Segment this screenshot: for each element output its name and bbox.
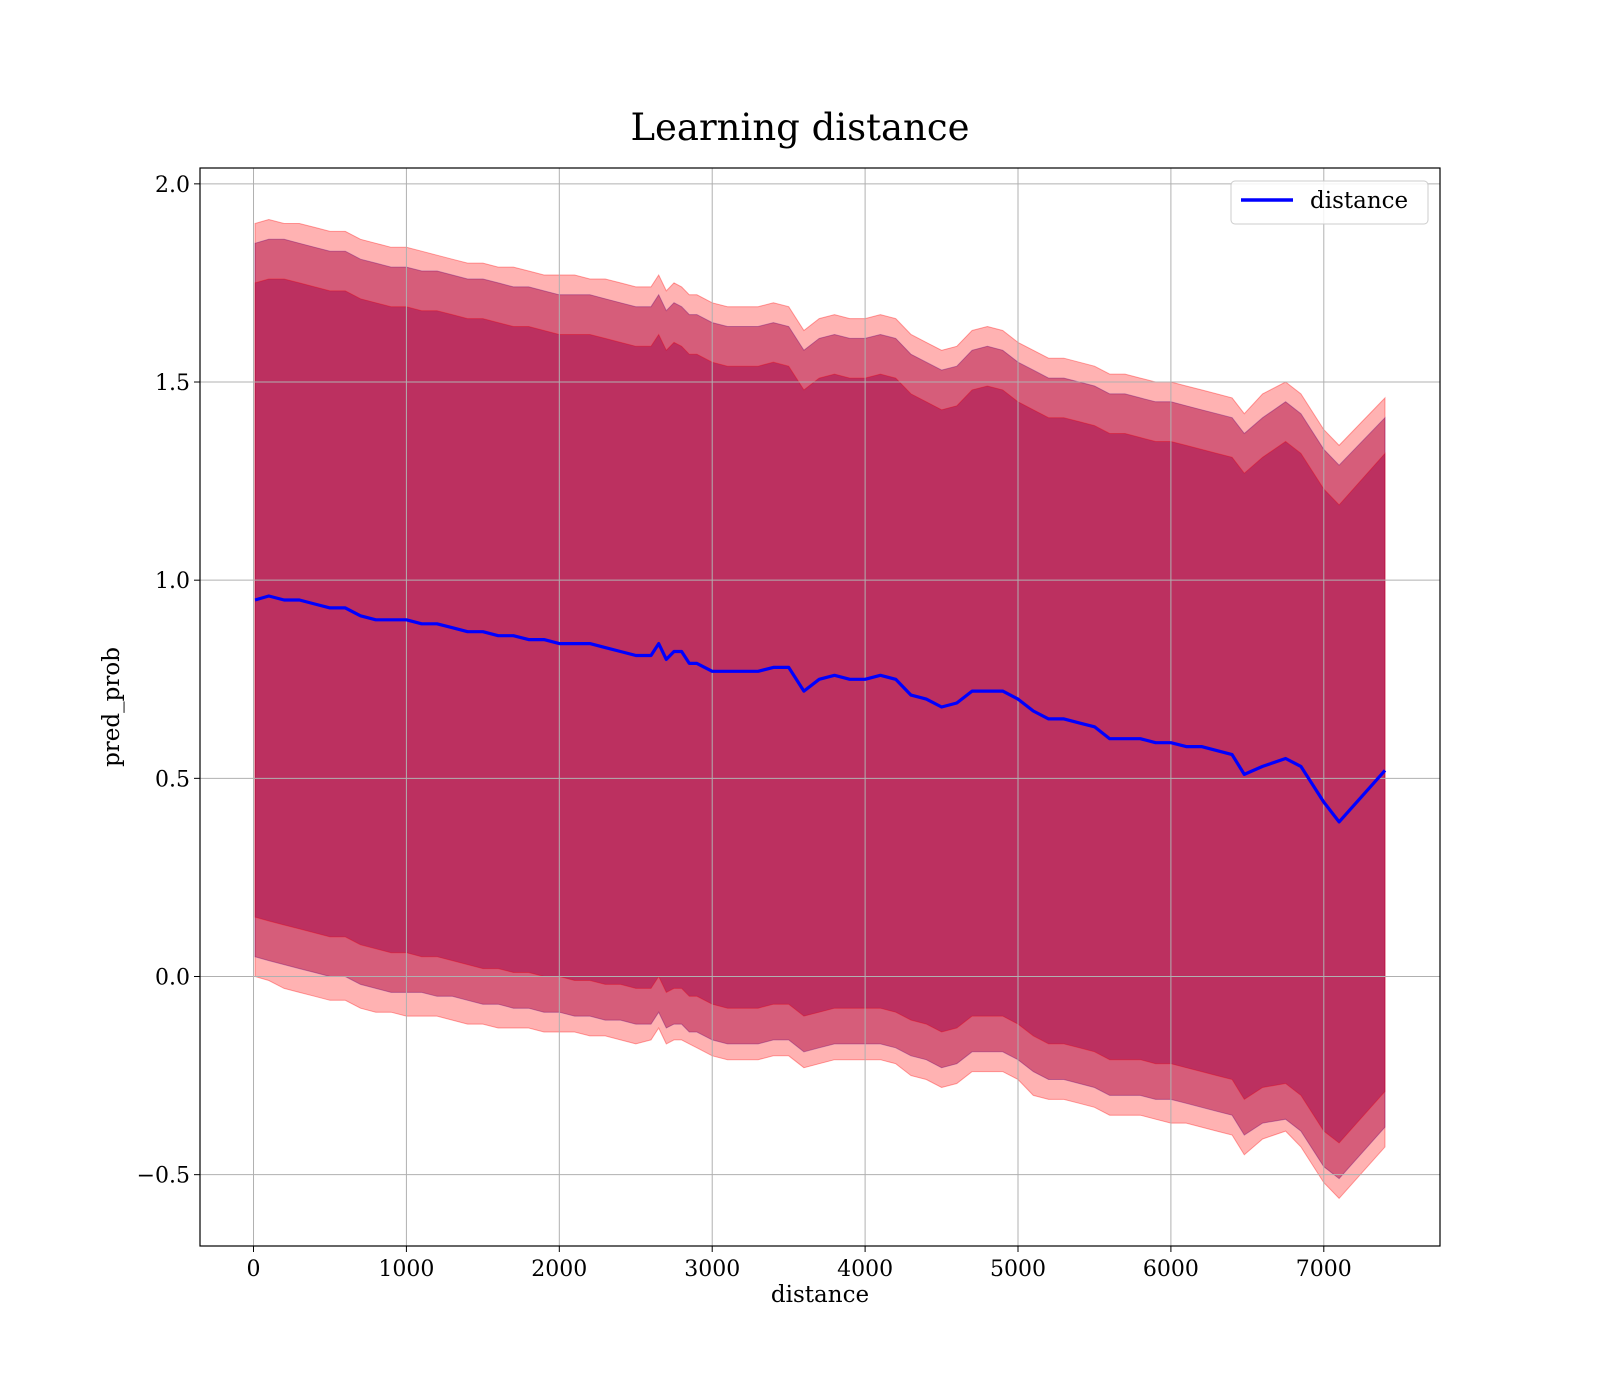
- y-tick-label: 1.5: [155, 371, 190, 396]
- x-tick-label: 7000: [1296, 1257, 1352, 1282]
- x-axis-label: distance: [771, 1282, 869, 1308]
- y-axis-ticks: −0.5 0.0 0.5 1.0 1.5 2.0: [137, 173, 200, 1189]
- x-axis-ticks: 0 1000 2000 3000 4000 5000 6000 7000: [247, 1246, 1352, 1282]
- y-tick-label: 2.0: [155, 173, 190, 198]
- series-line-distance: [254, 594, 1387, 824]
- legend: distance: [1230, 180, 1429, 225]
- y-tick-label: 0.5: [155, 767, 190, 792]
- legend-label-distance: distance: [1310, 188, 1408, 214]
- series-lines: [254, 594, 1387, 824]
- x-tick-label: 2000: [531, 1257, 587, 1282]
- y-tick-label: 0.0: [155, 966, 190, 991]
- y-axis-label: pred_prob: [99, 647, 125, 767]
- chart-title: Learning distance: [630, 106, 969, 149]
- x-tick-label: 0: [247, 1257, 261, 1282]
- y-tick-label: −0.5: [137, 1164, 190, 1189]
- plot-frame: [199, 167, 1441, 1247]
- band-outer: [254, 218, 1386, 1200]
- x-tick-label: 3000: [684, 1257, 740, 1282]
- band-middle-overlay: [255, 239, 1385, 1179]
- legend-frame: [1230, 180, 1429, 225]
- y-tick-label: 1.0: [155, 569, 190, 594]
- x-tick-label: 6000: [1143, 1257, 1199, 1282]
- band-middle: [254, 238, 1386, 1180]
- confidence-bands: [254, 218, 1386, 1200]
- band-inner-overlay: [255, 279, 1385, 1143]
- x-tick-label: 1000: [378, 1257, 434, 1282]
- x-tick-label: 4000: [837, 1257, 893, 1282]
- x-tick-label: 5000: [990, 1257, 1046, 1282]
- grid-lines: [200, 168, 1440, 1246]
- band-inner: [254, 278, 1386, 1144]
